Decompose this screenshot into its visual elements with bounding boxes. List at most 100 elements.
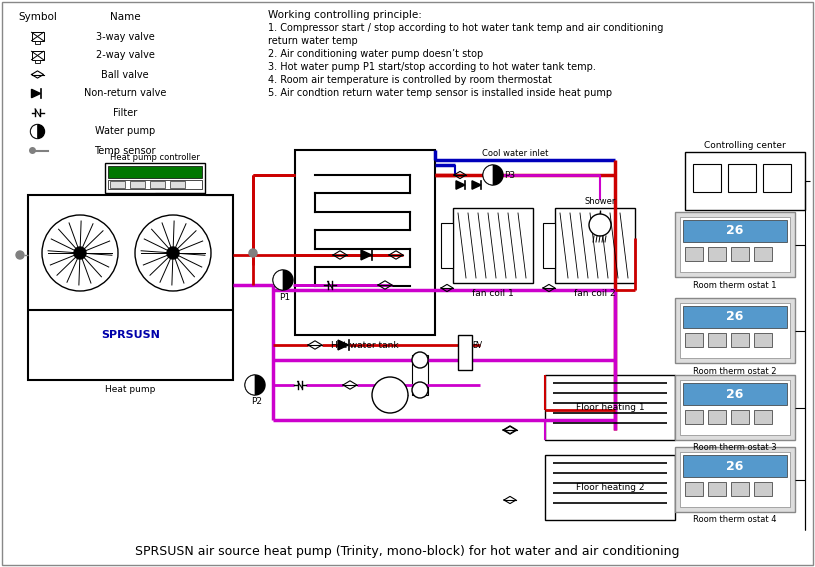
- Bar: [683, 306, 787, 328]
- Text: Room therm ostat 2: Room therm ostat 2: [694, 366, 777, 375]
- Text: 26: 26: [726, 387, 744, 400]
- Text: Room therm ostat 1: Room therm ostat 1: [694, 281, 777, 290]
- Bar: [65, 141, 185, 160]
- Wedge shape: [273, 270, 283, 290]
- Bar: [685, 410, 703, 424]
- Text: Room therm ostat 3: Room therm ostat 3: [694, 443, 777, 452]
- Bar: [10, 122, 65, 141]
- Bar: [731, 247, 749, 261]
- Bar: [108, 180, 202, 189]
- Text: Floor heating 1: Floor heating 1: [575, 403, 645, 412]
- Bar: [685, 482, 703, 496]
- Bar: [693, 164, 721, 192]
- Bar: [65, 65, 185, 84]
- Bar: [65, 122, 185, 141]
- Circle shape: [167, 247, 179, 259]
- Bar: [545, 375, 675, 440]
- Polygon shape: [456, 181, 465, 189]
- Text: Water pump: Water pump: [95, 126, 155, 137]
- Text: 1. Compressor start / stop according to hot water tank temp and air conditioning: 1. Compressor start / stop according to …: [268, 23, 663, 33]
- Bar: [685, 333, 703, 347]
- Text: Name: Name: [110, 12, 140, 23]
- Bar: [731, 333, 749, 347]
- Bar: [731, 410, 749, 424]
- Circle shape: [249, 249, 257, 257]
- Text: SPRSUSN air source heat pump (Trinity, mono-block) for hot water and air conditi: SPRSUSN air source heat pump (Trinity, m…: [134, 545, 679, 558]
- Text: 5. Air condtion return water temp sensor is installed inside heat pump: 5. Air condtion return water temp sensor…: [268, 88, 612, 98]
- Text: 4. Room air temperature is controlled by room thermostat: 4. Room air temperature is controlled by…: [268, 75, 552, 85]
- Text: Shower: Shower: [584, 197, 615, 206]
- Circle shape: [412, 352, 428, 368]
- Text: 3. Hot water pump P1 start/stop according to hot water tank temp.: 3. Hot water pump P1 start/stop accordin…: [268, 62, 596, 72]
- Text: 26: 26: [726, 225, 744, 238]
- Bar: [108, 166, 202, 178]
- Bar: [708, 333, 726, 347]
- Text: Heat pump controller: Heat pump controller: [110, 154, 200, 163]
- Circle shape: [589, 214, 611, 236]
- Text: fan coil 1: fan coil 1: [472, 289, 514, 298]
- Text: Symbol: Symbol: [18, 12, 57, 23]
- Bar: [754, 247, 772, 261]
- Bar: [731, 482, 749, 496]
- Text: Non-return valve: Non-return valve: [84, 88, 166, 99]
- Text: Cool water inlet: Cool water inlet: [482, 149, 548, 158]
- Text: 2. Air conditioning water pump doesn’t stop: 2. Air conditioning water pump doesn’t s…: [268, 49, 483, 59]
- Circle shape: [30, 125, 45, 138]
- Bar: [65, 103, 185, 122]
- Bar: [453, 208, 533, 283]
- Bar: [675, 375, 795, 440]
- Bar: [555, 208, 635, 283]
- Text: Room therm ostat 4: Room therm ostat 4: [694, 515, 777, 524]
- Bar: [685, 152, 805, 210]
- Polygon shape: [338, 340, 349, 350]
- Bar: [754, 482, 772, 496]
- Text: P3: P3: [504, 171, 515, 180]
- Bar: [10, 141, 65, 160]
- Bar: [130, 181, 145, 188]
- Bar: [680, 452, 790, 507]
- Bar: [110, 181, 125, 188]
- Bar: [32, 32, 43, 41]
- Circle shape: [372, 377, 408, 413]
- Bar: [65, 8, 185, 27]
- Text: 2-way valve: 2-way valve: [95, 50, 154, 61]
- Bar: [35, 60, 40, 63]
- Polygon shape: [472, 181, 481, 189]
- Polygon shape: [361, 250, 372, 260]
- Bar: [10, 84, 65, 103]
- Bar: [675, 298, 795, 363]
- Circle shape: [74, 247, 86, 259]
- Bar: [65, 84, 185, 103]
- Text: Floor heating 2: Floor heating 2: [575, 483, 644, 492]
- Bar: [708, 482, 726, 496]
- Bar: [708, 410, 726, 424]
- Bar: [545, 455, 675, 520]
- Bar: [170, 181, 185, 188]
- Wedge shape: [483, 165, 493, 185]
- Circle shape: [412, 382, 428, 398]
- Text: Temp sensor: Temp sensor: [95, 146, 156, 155]
- Bar: [754, 410, 772, 424]
- Bar: [65, 46, 185, 65]
- Bar: [458, 335, 472, 370]
- Bar: [675, 212, 795, 277]
- Bar: [35, 41, 40, 44]
- Circle shape: [16, 251, 24, 259]
- Wedge shape: [30, 125, 37, 138]
- Bar: [150, 181, 165, 188]
- Text: SPRSUSN: SPRSUSN: [101, 330, 160, 340]
- Text: fan coil 2: fan coil 2: [575, 289, 616, 298]
- Bar: [295, 150, 435, 335]
- Bar: [10, 65, 65, 84]
- Circle shape: [29, 147, 36, 154]
- Bar: [680, 217, 790, 272]
- Bar: [10, 8, 65, 27]
- Bar: [10, 46, 65, 65]
- Text: P1: P1: [280, 293, 291, 302]
- Bar: [28, 195, 233, 380]
- Text: Heat pump: Heat pump: [105, 386, 156, 395]
- Text: Ball valve: Ball valve: [101, 70, 149, 79]
- Bar: [708, 247, 726, 261]
- Bar: [728, 164, 756, 192]
- Bar: [675, 447, 795, 512]
